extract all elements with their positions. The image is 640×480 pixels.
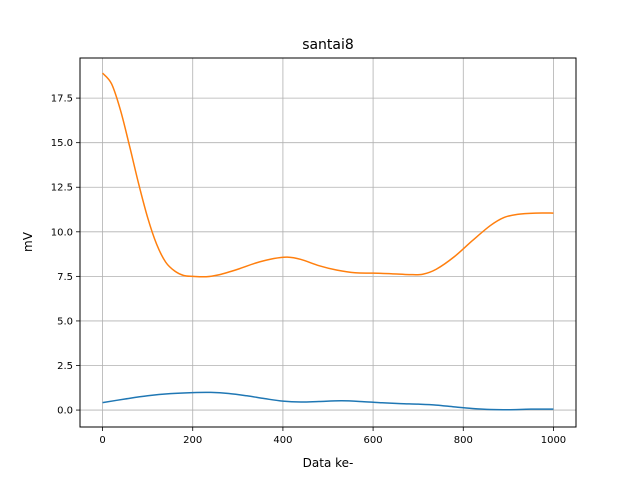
x-tick-label: 600 (364, 435, 383, 446)
y-axis-label: mV (21, 231, 35, 252)
x-tick-label: 800 (454, 435, 473, 446)
grid (80, 58, 576, 427)
y-tick-label: 17.5 (51, 94, 73, 105)
y-tick-label: 5.0 (57, 316, 73, 327)
x-tick-label: 200 (183, 435, 202, 446)
y-tick-label: 2.5 (57, 361, 73, 372)
axes-frame (79, 57, 577, 428)
y-tick-label: 10.0 (51, 227, 73, 238)
x-tick-label: 1000 (541, 435, 566, 446)
series-layer (101, 72, 554, 411)
series-line-1 (102, 391, 554, 411)
y-axis: 0.0 2.5 5.0 7.5 10.0 12.5 15.0 17.5 (51, 94, 80, 417)
x-tick-label: 0 (99, 435, 105, 446)
y-tick-label: 15.0 (51, 138, 73, 149)
x-axis-label: Data ke- (303, 456, 354, 470)
chart-title: santai8 (302, 37, 354, 53)
y-tick-label: 12.5 (51, 183, 73, 194)
x-tick-label: 400 (273, 435, 292, 446)
x-axis: 0 200 400 600 800 1000 (99, 427, 566, 446)
series-line-2 (101, 72, 554, 278)
y-tick-label: 0.0 (57, 406, 73, 417)
y-tick-label: 7.5 (57, 272, 73, 283)
